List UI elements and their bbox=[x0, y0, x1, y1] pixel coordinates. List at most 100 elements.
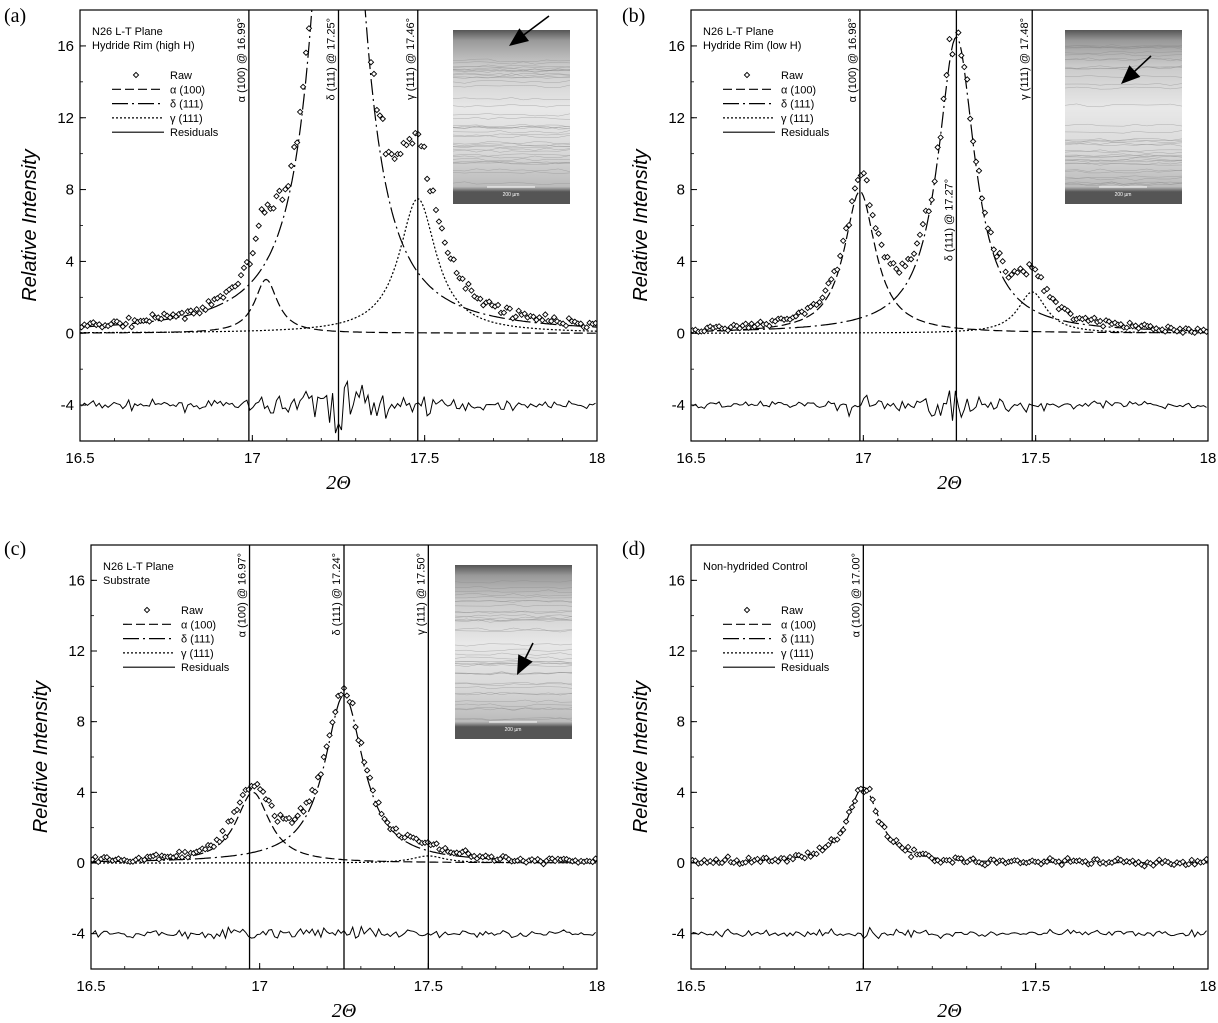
micrograph-texture bbox=[452, 125, 571, 130]
raw-data-point bbox=[1088, 860, 1095, 868]
raw-data-point bbox=[1049, 295, 1057, 302]
peak-line-label: α (100) @ 16.98° bbox=[847, 18, 859, 102]
micrograph-texture bbox=[454, 681, 572, 685]
y-tick-label: 16 bbox=[668, 572, 685, 589]
raw-data-point bbox=[149, 311, 156, 318]
raw-data-point bbox=[1014, 269, 1021, 276]
raw-data-point bbox=[92, 853, 99, 861]
raw-data-point bbox=[589, 858, 596, 866]
raw-data-point bbox=[306, 798, 313, 805]
y-tick-label: -4 bbox=[672, 926, 685, 943]
raw-data-point bbox=[828, 276, 835, 283]
plot-area bbox=[691, 29, 1208, 421]
micrograph-texture bbox=[454, 717, 573, 721]
raw-data-point bbox=[907, 853, 915, 861]
micrograph-texture bbox=[452, 61, 571, 65]
y-tick-label: 0 bbox=[677, 855, 685, 872]
raw-data-point bbox=[754, 855, 761, 863]
raw-data-point bbox=[433, 840, 440, 847]
raw-data-point bbox=[521, 310, 528, 317]
raw-data-point bbox=[946, 35, 953, 43]
raw-data-point bbox=[326, 732, 333, 739]
raw-data-point bbox=[468, 287, 475, 294]
raw-data-point bbox=[937, 134, 944, 141]
raw-data-point bbox=[969, 855, 977, 862]
raw-data-point bbox=[125, 314, 132, 322]
raw-data-point bbox=[842, 225, 850, 232]
raw-data-point bbox=[890, 259, 897, 267]
micrograph-texture bbox=[452, 58, 571, 63]
raw-data-point bbox=[305, 25, 313, 32]
y-axis-label: Relative Intensity bbox=[19, 148, 41, 301]
raw-data-point bbox=[845, 221, 853, 229]
raw-data-point bbox=[745, 324, 752, 332]
raw-data-point bbox=[453, 269, 460, 277]
micrograph-texture bbox=[452, 161, 571, 165]
y-tick-label: 0 bbox=[77, 855, 85, 872]
micrograph-texture bbox=[452, 157, 571, 162]
micrograph-texture bbox=[1064, 46, 1183, 50]
micrograph-texture bbox=[454, 652, 573, 656]
raw-data-point bbox=[783, 858, 791, 865]
micrograph-texture bbox=[454, 703, 573, 707]
micrograph-texture bbox=[1064, 130, 1183, 134]
micrograph-texture bbox=[452, 117, 571, 120]
raw-data-point bbox=[1005, 274, 1012, 281]
raw-data-point bbox=[928, 196, 936, 204]
raw-data-point bbox=[949, 50, 956, 58]
raw-data-point bbox=[801, 310, 808, 318]
micrograph-texture bbox=[452, 130, 571, 134]
micrograph-texture bbox=[452, 153, 571, 157]
micrograph-texture bbox=[455, 596, 573, 599]
raw-data-point bbox=[1043, 858, 1051, 865]
raw-data-point bbox=[233, 806, 241, 814]
raw-data-point bbox=[441, 239, 449, 246]
raw-data-point bbox=[259, 788, 267, 796]
micrograph-texture bbox=[452, 161, 571, 164]
y-tick-label: -4 bbox=[672, 397, 685, 414]
raw-data-point bbox=[220, 294, 227, 301]
micrograph-texture bbox=[454, 580, 573, 584]
micrograph-texture bbox=[454, 699, 573, 703]
micrograph-texture bbox=[1064, 150, 1183, 154]
y-tick-label: -4 bbox=[61, 397, 74, 414]
raw-data-point bbox=[547, 317, 555, 325]
raw-data-point bbox=[550, 314, 558, 321]
residuals-line bbox=[692, 390, 1207, 421]
legend-entry: γ (111) bbox=[181, 648, 214, 660]
raw-data-point bbox=[288, 819, 296, 827]
raw-data-point bbox=[1017, 265, 1024, 272]
raw-data-point bbox=[375, 799, 382, 806]
legend-entry: γ (111) bbox=[170, 113, 203, 125]
raw-data-point bbox=[488, 853, 495, 860]
panel-annotation: N26 L-T Plane bbox=[103, 561, 174, 573]
micrograph-texture bbox=[1064, 140, 1183, 144]
y-axis-label: Relative Intensity bbox=[30, 680, 52, 833]
micrograph-texture bbox=[452, 68, 570, 72]
raw-data-point bbox=[916, 231, 924, 239]
raw-data-point bbox=[1129, 857, 1136, 864]
legend-entry: Raw bbox=[181, 605, 203, 617]
raw-data-point bbox=[1055, 858, 1063, 865]
raw-data-point bbox=[934, 144, 941, 151]
raw-data-point bbox=[349, 699, 356, 707]
micrograph-texture bbox=[454, 682, 573, 686]
micrograph-texture bbox=[1064, 75, 1183, 78]
raw-data-point bbox=[1150, 862, 1157, 869]
raw-data-point bbox=[884, 253, 891, 261]
raw-data-point bbox=[792, 313, 800, 320]
raw-data-point bbox=[178, 854, 186, 861]
legend-entry: δ (111) bbox=[181, 634, 214, 646]
raw-data-point bbox=[420, 143, 428, 150]
plot-area bbox=[691, 785, 1208, 940]
arrow-shaft bbox=[520, 15, 550, 38]
raw-data-point bbox=[583, 324, 590, 331]
micrograph-texture bbox=[454, 662, 573, 665]
micrograph-texture bbox=[452, 73, 571, 77]
raw-data-point bbox=[1091, 314, 1098, 322]
micrograph-texture bbox=[1064, 44, 1183, 48]
micrograph-texture bbox=[1064, 169, 1183, 174]
raw-data-point bbox=[910, 846, 918, 853]
raw-data-point bbox=[562, 322, 570, 330]
raw-data-point bbox=[459, 275, 466, 283]
